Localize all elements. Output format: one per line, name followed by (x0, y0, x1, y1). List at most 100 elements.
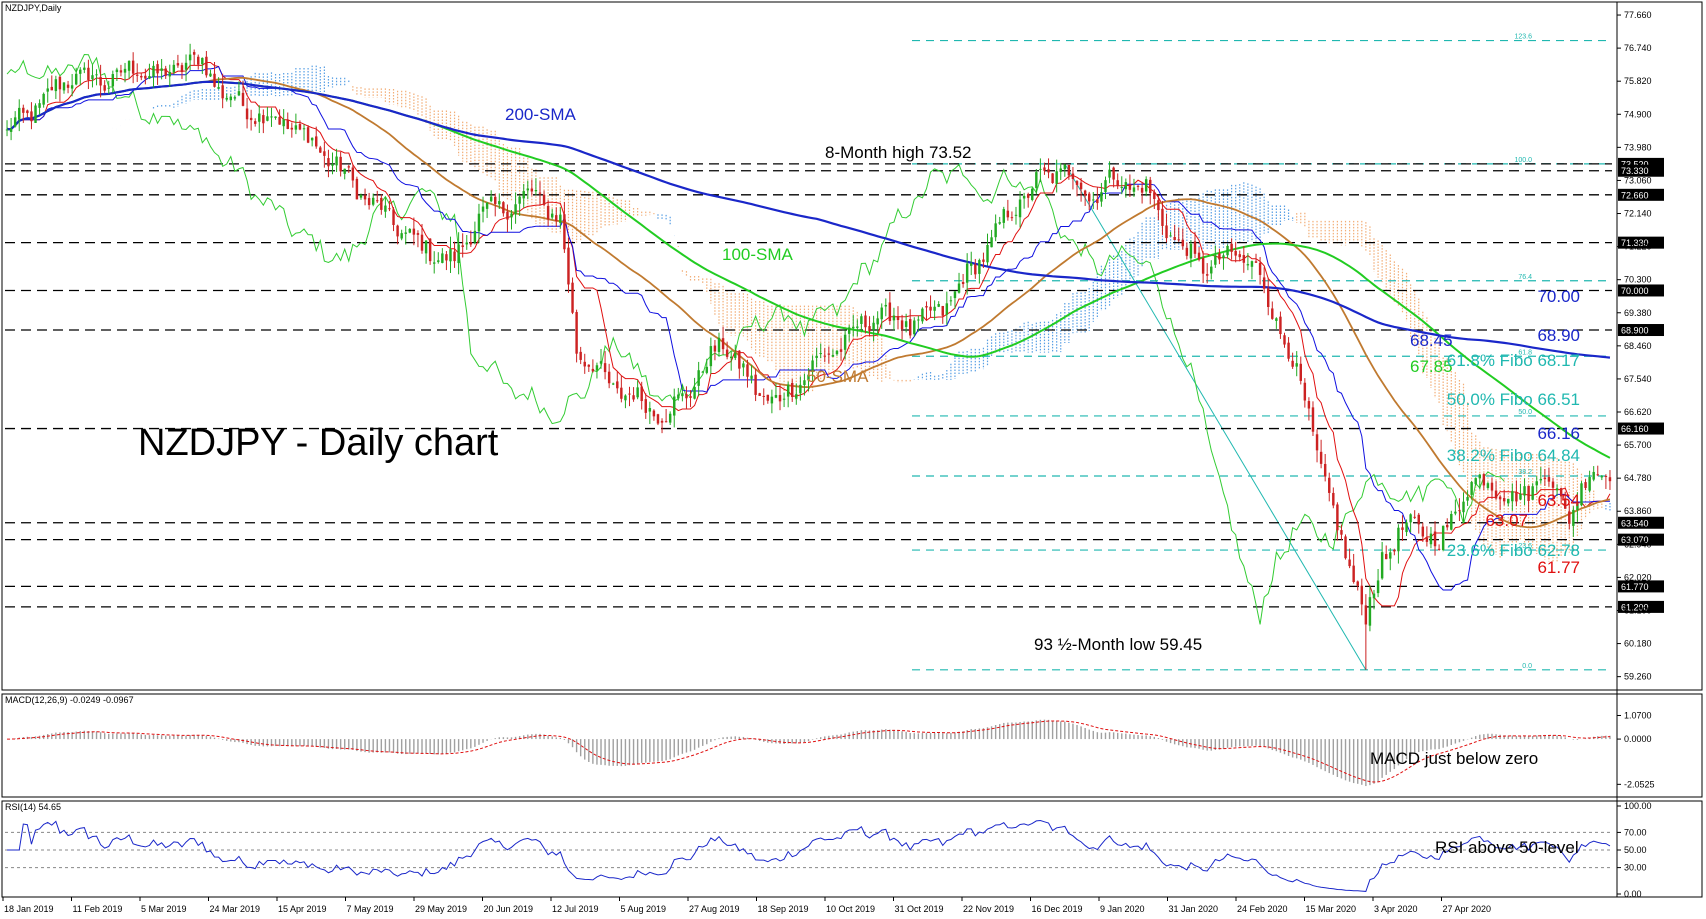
candle-body (1250, 261, 1254, 267)
time-tick-label: 5 Aug 2019 (621, 904, 667, 914)
level-tag (1618, 188, 1664, 201)
candle-body (201, 57, 204, 65)
price-tick-label: 73.060 (1624, 175, 1652, 185)
label-fib-618: 61.8% Fibo 68.17 (1447, 351, 1580, 370)
candle-body (660, 420, 664, 423)
candle-body (1429, 533, 1433, 545)
candle-body (1197, 252, 1201, 260)
candle-body (1389, 552, 1392, 559)
candle-body (1511, 491, 1514, 502)
candle-body (286, 119, 289, 129)
candle-body (1189, 243, 1193, 259)
price-tick-label: 60.180 (1624, 639, 1652, 649)
candle-body (1393, 549, 1396, 552)
candle-body (437, 260, 440, 262)
candle-body (384, 205, 387, 212)
candle-body (648, 408, 652, 412)
rsi-tick-label: 100.00 (1624, 801, 1652, 811)
candle-body (327, 158, 330, 167)
candle-body (746, 364, 749, 377)
rsi-tick-label: 50.00 (1624, 845, 1647, 855)
level-tag-text: 61.200 (1621, 602, 1649, 612)
candle-body (1035, 172, 1038, 188)
candle-body (953, 291, 957, 299)
time-tick-label: 24 Feb 2020 (1237, 904, 1288, 914)
candle-body (144, 75, 147, 79)
candle-body (1051, 173, 1054, 183)
candle-body (319, 147, 322, 153)
candle-body (1026, 194, 1030, 198)
time-tick-label: 18 Sep 2019 (758, 904, 809, 914)
candle-body (803, 380, 806, 386)
candle-body (1014, 214, 1018, 216)
candle-body (1226, 245, 1229, 256)
candle-body (1523, 486, 1526, 496)
candle-body (1576, 503, 1579, 511)
candle-body (477, 213, 481, 232)
candle-body (1238, 254, 1241, 258)
candle-body (1356, 581, 1359, 586)
candle-body (847, 327, 851, 334)
price-tick-label: 70.300 (1624, 275, 1652, 285)
candle-body (685, 394, 688, 399)
candle-body (961, 282, 965, 285)
candle-body (26, 110, 29, 114)
candle-body (91, 75, 94, 80)
candle-body (1055, 171, 1058, 184)
candle-body (750, 375, 753, 379)
candle-body (1022, 195, 1026, 199)
candle-body (351, 167, 355, 181)
candle-body (192, 52, 196, 55)
level-tag-text: 72.660 (1621, 190, 1649, 200)
candle-body (70, 85, 74, 89)
time-tick-label: 7 May 2019 (347, 904, 394, 914)
candle-body (530, 188, 534, 192)
time-tick-label: 27 Aug 2019 (689, 904, 740, 914)
candle-body (1258, 262, 1262, 275)
candle-body (770, 396, 774, 404)
candle-body (445, 254, 448, 261)
candle-body (237, 91, 241, 96)
level-tag (1618, 533, 1664, 546)
candle-body (555, 215, 558, 222)
candle-body (701, 371, 704, 373)
candle-body (506, 211, 509, 220)
candle-body (994, 223, 997, 238)
candle-body (709, 346, 713, 367)
candle-body (42, 93, 45, 105)
candle-body (1502, 498, 1506, 502)
time-tick-label: 3 Apr 2020 (1374, 904, 1418, 914)
candle-body (1201, 258, 1205, 274)
candle-body (1254, 261, 1258, 263)
price-tick-label: 62.020 (1624, 572, 1652, 582)
candle-body (1193, 241, 1197, 254)
candle-body (347, 166, 350, 168)
candle-body (904, 321, 908, 327)
candle-body (1043, 167, 1046, 171)
price-tick-label: 66.620 (1624, 407, 1652, 417)
candle-body (1246, 264, 1250, 266)
main-panel-border (1, 1, 1703, 691)
candle-body (1490, 482, 1494, 491)
candle-body (872, 322, 875, 330)
label-fib-236: 23.6% Fibo 62.78 (1447, 541, 1580, 560)
candle-body (721, 338, 725, 350)
candle-body (636, 387, 639, 398)
candle-body (412, 228, 416, 235)
candle-body (717, 337, 721, 352)
candle-body (1047, 169, 1050, 173)
candle-body (127, 60, 131, 71)
rsi-tick-label: 70.00 (1624, 827, 1647, 837)
candle-body (1279, 316, 1282, 335)
candle-body (1116, 180, 1119, 186)
candle-body (119, 70, 123, 73)
level-tag (1618, 324, 1664, 337)
candle-body (611, 383, 615, 385)
candle-body (1267, 288, 1270, 308)
candle-body (50, 86, 54, 91)
candle-body (542, 194, 546, 205)
candle-body (1368, 597, 1372, 626)
candle-body (1555, 488, 1559, 491)
candle-body (245, 108, 249, 120)
candle-body (778, 394, 782, 402)
